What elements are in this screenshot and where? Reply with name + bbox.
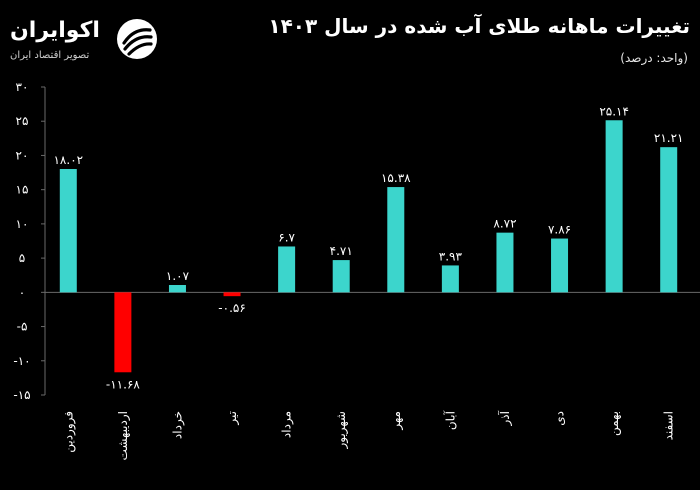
data-label: ۲۱.۲۱ [654,131,684,145]
data-label: -۰.۵۶ [218,301,245,315]
x-tick-label: فروردین [61,411,76,453]
brand-name: اکوایران [10,18,100,43]
x-tick-label: مرداد [280,411,295,438]
data-label: ۲۵.۱۴ [599,104,629,118]
header: اکوایران تصویر اقتصاد ایران تغییرات ماها… [0,0,700,78]
y-tick-label: ۵ [19,251,25,265]
data-label: ۴.۷۱ [330,244,353,258]
y-tick-label: ۰ [19,285,25,299]
x-tick-label: مهر [389,411,404,431]
brand-tagline: تصویر اقتصاد ایران [10,50,90,61]
y-tick-label: ۲۰ [16,148,29,162]
bar [551,238,569,293]
x-tick-label: دی [553,411,567,426]
data-label: ۱۵.۳۸ [381,171,411,185]
y-tick-label: ۱۰ [16,217,29,231]
data-label: ۷.۸۶ [548,223,571,237]
chart-title: تغییرات ماهانه طلای آب شده در سال ۱۴۰۳ [268,14,690,38]
y-tick-label: ۲۵ [16,114,29,128]
y-tick-label: ۱۵ [16,183,29,197]
data-label: ۱۸.۰۲ [53,153,83,167]
bar [332,260,350,293]
data-label: -۱۱.۶۸ [106,377,140,391]
y-tick-label: -۱۰ [13,354,30,368]
x-tick-label: آذر [497,410,513,426]
x-tick-label: اردیبهشت [116,411,131,460]
y-tick-label: ۳۰ [16,80,29,94]
data-label: ۱.۰۷ [166,269,190,283]
bar [441,265,459,293]
brand: اکوایران تصویر اقتصاد ایران [6,16,166,70]
x-tick-label: بهمن [607,411,622,436]
bar [114,292,132,373]
unit-label: (واحد: درصد) [620,51,688,65]
bar [496,232,514,293]
x-tick-label: شهریور [334,411,349,450]
x-tick-label: تیر [225,411,240,426]
bar [387,187,405,293]
data-label: ۸.۷۲ [493,217,516,231]
swirl-logo-icon [117,19,157,59]
bar [59,168,77,293]
x-tick-label: آبان [442,410,457,430]
bar [660,147,678,293]
bar [278,246,296,293]
x-tick-label: خرداد [170,411,185,439]
bar [223,292,241,297]
y-tick-label: -۵ [17,320,28,334]
x-tick-label: اسفند [662,411,676,440]
bar [168,285,186,293]
data-label: ۳.۹۳ [439,249,463,263]
y-tick-label: -۱۵ [13,388,30,402]
bar [605,120,623,293]
data-label: ۶.۷ [278,230,295,244]
